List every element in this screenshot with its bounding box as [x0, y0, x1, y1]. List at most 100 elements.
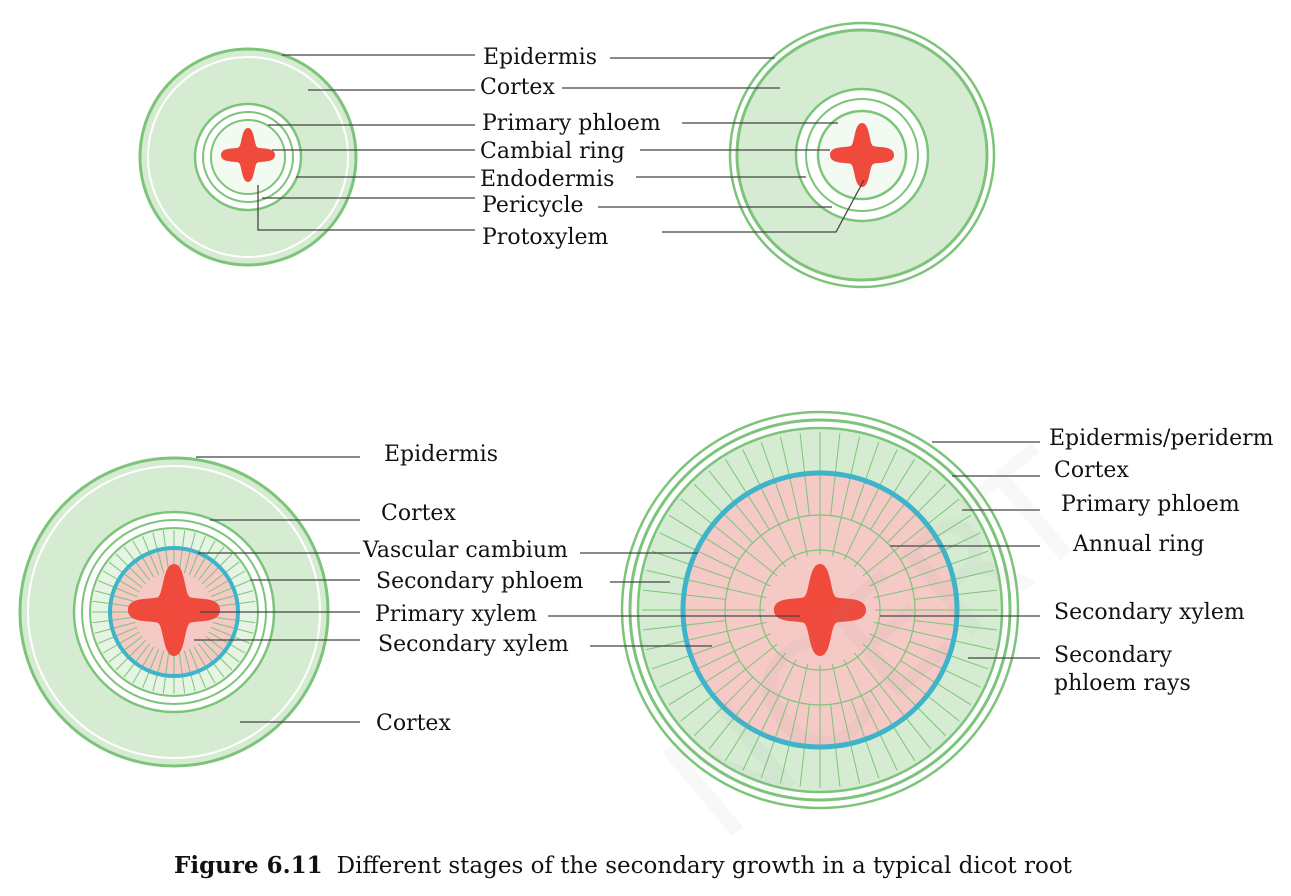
ray-bl: [92, 600, 135, 608]
ray-br: [659, 633, 771, 688]
label-protoxylem: Protoxylem: [482, 225, 609, 250]
label-epidermis-periderm: Epidermis/periderm: [1049, 426, 1274, 451]
label-epidermis-top: Epidermis: [483, 45, 597, 70]
label-primary-phloem-top: Primary phloem: [482, 111, 661, 136]
label-primary-xylem: Primary xylem: [375, 602, 538, 627]
label-primary-phloem-br: Primary phloem: [1061, 492, 1240, 517]
ray-bl: [201, 639, 233, 671]
ray-bl: [152, 650, 165, 692]
ray-bl: [201, 553, 233, 585]
label-epidermis-bl: Epidermis: [384, 442, 498, 467]
ray-bl: [193, 646, 216, 684]
ray-bl: [94, 621, 136, 634]
ray-br: [708, 652, 787, 750]
xylem-cross-tr: [830, 123, 894, 187]
ray-br: [708, 470, 787, 568]
figure-number: Figure 6.11: [174, 852, 323, 879]
ray-br: [659, 532, 771, 587]
ray-bl: [210, 580, 250, 598]
ray-br: [869, 532, 981, 587]
ray-br: [862, 498, 960, 577]
ray-bl: [162, 651, 170, 694]
ray-bl: [213, 600, 256, 608]
ray-br: [873, 569, 994, 599]
ray-bl: [210, 626, 250, 644]
ray-bl: [132, 540, 155, 578]
label-cortex-br: Cortex: [1054, 458, 1129, 483]
ray-bl: [193, 540, 216, 578]
xylem-cross-bl: [128, 564, 220, 656]
ray-bl: [183, 532, 196, 574]
label-pericycle: Pericycle: [482, 193, 584, 218]
ray-bl: [123, 643, 151, 678]
label-vascular-cambium: Vascular cambium: [363, 538, 568, 563]
ray-br: [646, 621, 767, 651]
label-annual-ring: Annual ring: [1073, 532, 1205, 557]
ray-br: [680, 643, 778, 722]
ray-bl: [102, 570, 140, 593]
epidermis-inner-tl: [147, 56, 349, 258]
ray-br: [779, 663, 809, 784]
ray-br: [843, 449, 898, 561]
ray-br: [680, 498, 778, 577]
ray-bl: [132, 646, 155, 684]
ray-bl: [205, 561, 240, 589]
ray-br: [779, 436, 809, 557]
ray-bl: [212, 590, 254, 603]
label-cortex-bl: Cortex: [381, 501, 456, 526]
ray-bl: [94, 590, 136, 603]
ray-bl: [98, 580, 138, 598]
ray-bl: [152, 532, 165, 574]
ray-bl: [178, 530, 186, 573]
ray-bl: [108, 635, 143, 663]
xylem-cross-br: [774, 564, 866, 656]
ray-bl: [213, 616, 256, 624]
label-secondary-phloem: Secondary phloem: [376, 569, 584, 594]
ray-br: [853, 470, 932, 568]
label-cambial-ring: Cambial ring: [480, 139, 625, 164]
secondary-rays-small: [92, 530, 256, 694]
ray-br: [869, 633, 981, 688]
xylem-cross-tl: [221, 128, 275, 182]
ray-bl: [183, 650, 196, 692]
ray-br: [831, 663, 861, 784]
ray-bl: [208, 570, 246, 593]
ray-bl: [188, 536, 206, 576]
ray-br: [853, 652, 932, 750]
ray-bl: [98, 626, 138, 644]
ray-br: [742, 449, 797, 561]
ray-bl: [92, 616, 135, 624]
label-endodermis: Endodermis: [480, 167, 615, 192]
label-secondary-xylem-bl: Secondary xylem: [378, 632, 569, 657]
figure-caption-text: Different stages of the secondary growth…: [336, 853, 1072, 879]
ray-bl: [197, 643, 225, 678]
ray-bl: [115, 553, 147, 585]
ray-bl: [115, 639, 147, 671]
ray-bl: [142, 536, 160, 576]
ray-br: [831, 436, 861, 557]
ray-br: [843, 659, 898, 771]
label-secondary-phloem-rays: Secondary phloem rays: [1054, 643, 1191, 696]
ray-bl: [123, 546, 151, 581]
figure-caption: Figure 6.11 Different stages of the secon…: [174, 852, 1072, 879]
ray-bl: [162, 530, 170, 573]
ray-bl: [102, 631, 140, 654]
leader-tl-protoxylem: [257, 185, 475, 231]
ray-bl: [142, 648, 160, 688]
ray-br: [742, 659, 797, 771]
label-cortex-top: Cortex: [480, 75, 555, 100]
ray-br: [862, 643, 960, 722]
ray-bl: [208, 631, 246, 654]
label-cortex-bl-outer: Cortex: [376, 711, 451, 736]
ray-bl: [108, 561, 143, 589]
leader-tr-protoxylem: [662, 179, 865, 233]
ray-br: [873, 621, 994, 651]
vascular-cambium-br: [680, 470, 960, 750]
ray-bl: [188, 648, 206, 688]
ray-br: [646, 569, 767, 599]
ray-bl: [212, 621, 254, 634]
label-secondary-xylem-br: Secondary xylem: [1054, 600, 1245, 625]
ray-bl: [178, 651, 186, 694]
